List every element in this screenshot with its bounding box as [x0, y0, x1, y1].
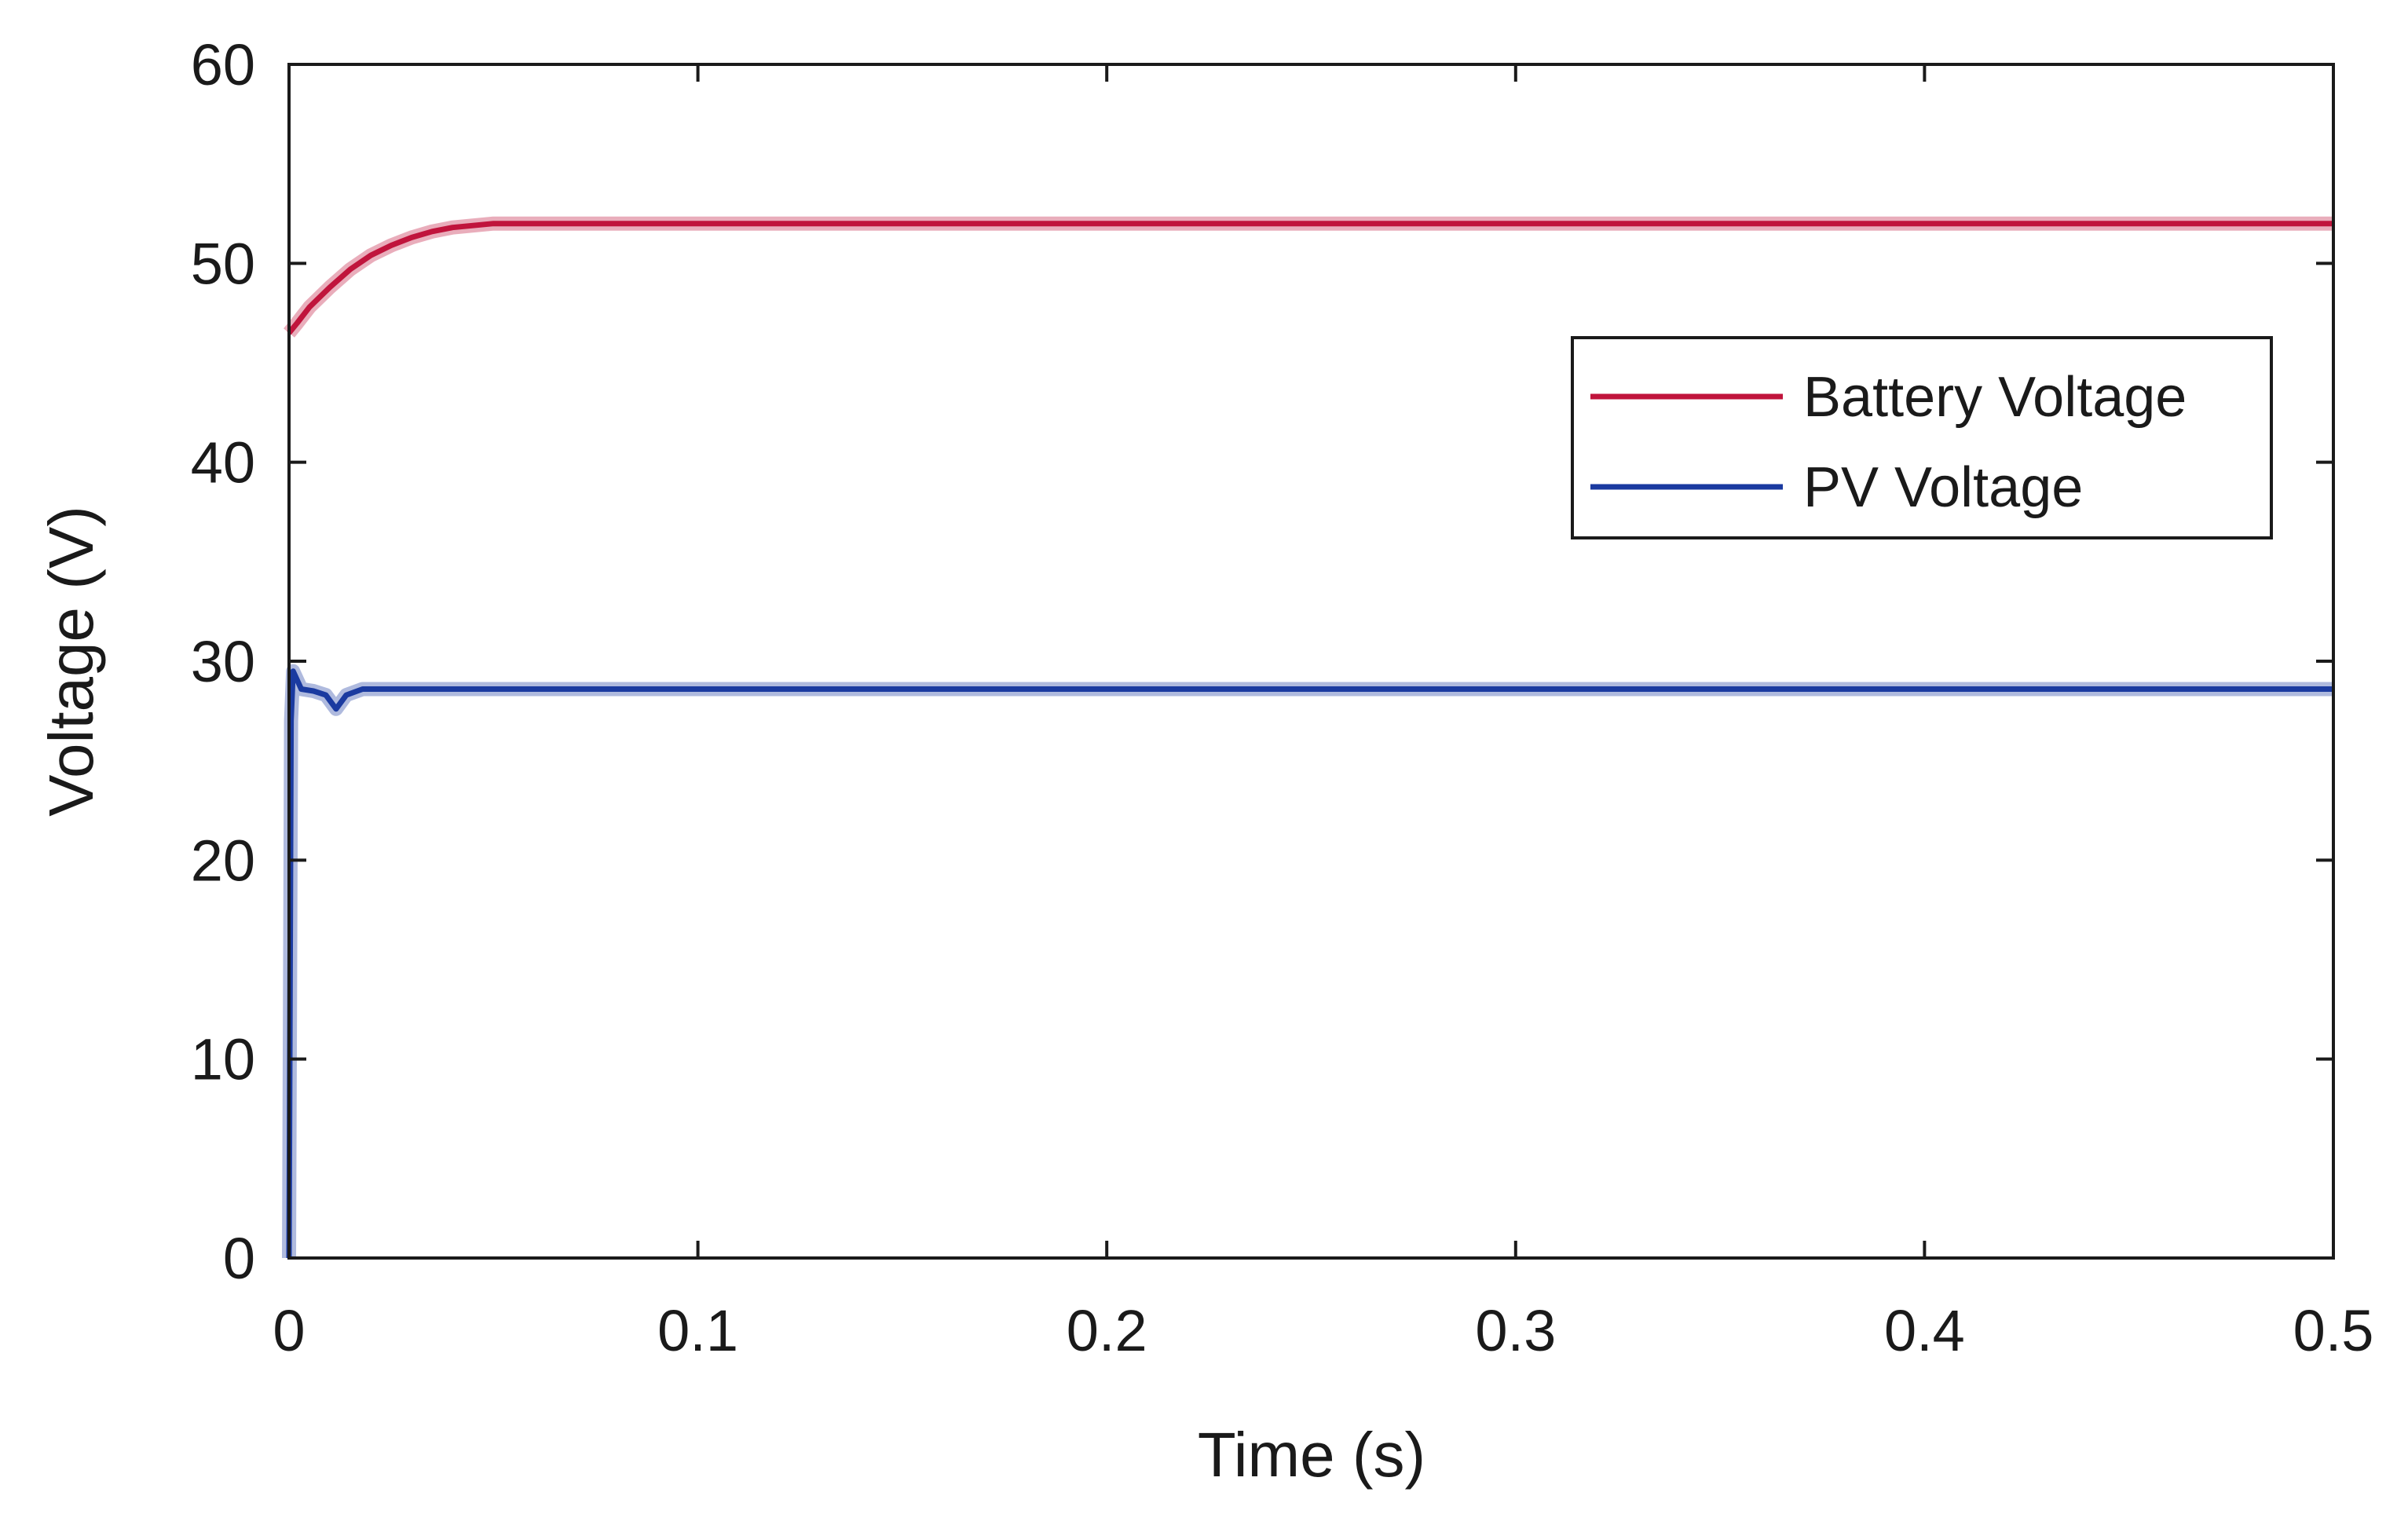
x-tick-label: 0.2 — [1067, 1298, 1147, 1363]
tick-layer — [287, 63, 2335, 1260]
x-tick-label: 0.1 — [657, 1298, 738, 1363]
series-line-pv-voltage — [286, 668, 2333, 1259]
y-tick-label: 60 — [191, 32, 255, 97]
legend-label-pv-voltage: PV Voltage — [1803, 456, 2083, 519]
y-tick-label: 40 — [191, 430, 255, 496]
y-tick-label: 20 — [191, 828, 255, 893]
legend: Battery Voltage PV Voltage — [1571, 336, 2273, 539]
series-layer — [282, 216, 2333, 1259]
legend-box — [1571, 336, 2273, 539]
tick-label-layer: 0 0.1 0.2 0.3 0.4 0.5 0 10 20 30 40 50 60 — [191, 32, 2374, 1363]
x-tick-label: 0.3 — [1475, 1298, 1556, 1363]
x-tick-label: 0 — [273, 1298, 305, 1363]
x-tick-label: 0.4 — [1884, 1298, 1965, 1363]
y-axis-title: Voltage (V) — [36, 506, 106, 817]
y-tick-label: 50 — [191, 231, 255, 296]
plot-background — [289, 64, 2333, 1258]
y-tick-label: 30 — [191, 629, 255, 694]
y-tick-label: 0 — [223, 1226, 255, 1291]
x-axis-title: Time (s) — [1198, 1420, 1425, 1490]
series-line-battery-voltage — [287, 221, 2333, 335]
y-tick-label: 10 — [191, 1027, 255, 1092]
x-tick-label: 0.5 — [2293, 1298, 2374, 1363]
legend-label-battery-voltage: Battery Voltage — [1803, 366, 2187, 429]
